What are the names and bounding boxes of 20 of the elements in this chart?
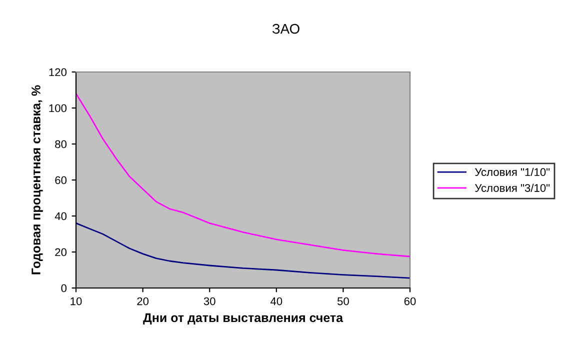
x-tick-label: 30: [204, 297, 216, 306]
y-tick-label: 20: [55, 248, 67, 256]
chart-title: ЗАО: [272, 24, 300, 34]
x-tick-label: 10: [70, 297, 82, 306]
line-series: [76, 92, 410, 258]
x-tick-label: 40: [270, 297, 282, 306]
y-tick-label: 120: [49, 68, 67, 76]
y-tick-label: 100: [49, 104, 67, 112]
legend-label: Условия "3/10": [474, 184, 550, 192]
y-tick-label: 60: [55, 176, 67, 184]
y-tick-label: 80: [55, 140, 67, 148]
x-tick-label: 60: [404, 297, 416, 306]
line-series: [76, 222, 410, 279]
y-tick-label: 0: [61, 284, 67, 292]
y-tick-label: 40: [54, 212, 67, 220]
legend-label: Условия "1/10": [474, 168, 550, 176]
x-tick-label: 50: [337, 297, 349, 306]
y-axis-title: Годовая процентная ставка, %: [32, 85, 43, 274]
x-tick-label: 20: [137, 297, 149, 306]
x-axis-title: Дни от даты выставления счета: [143, 313, 344, 324]
